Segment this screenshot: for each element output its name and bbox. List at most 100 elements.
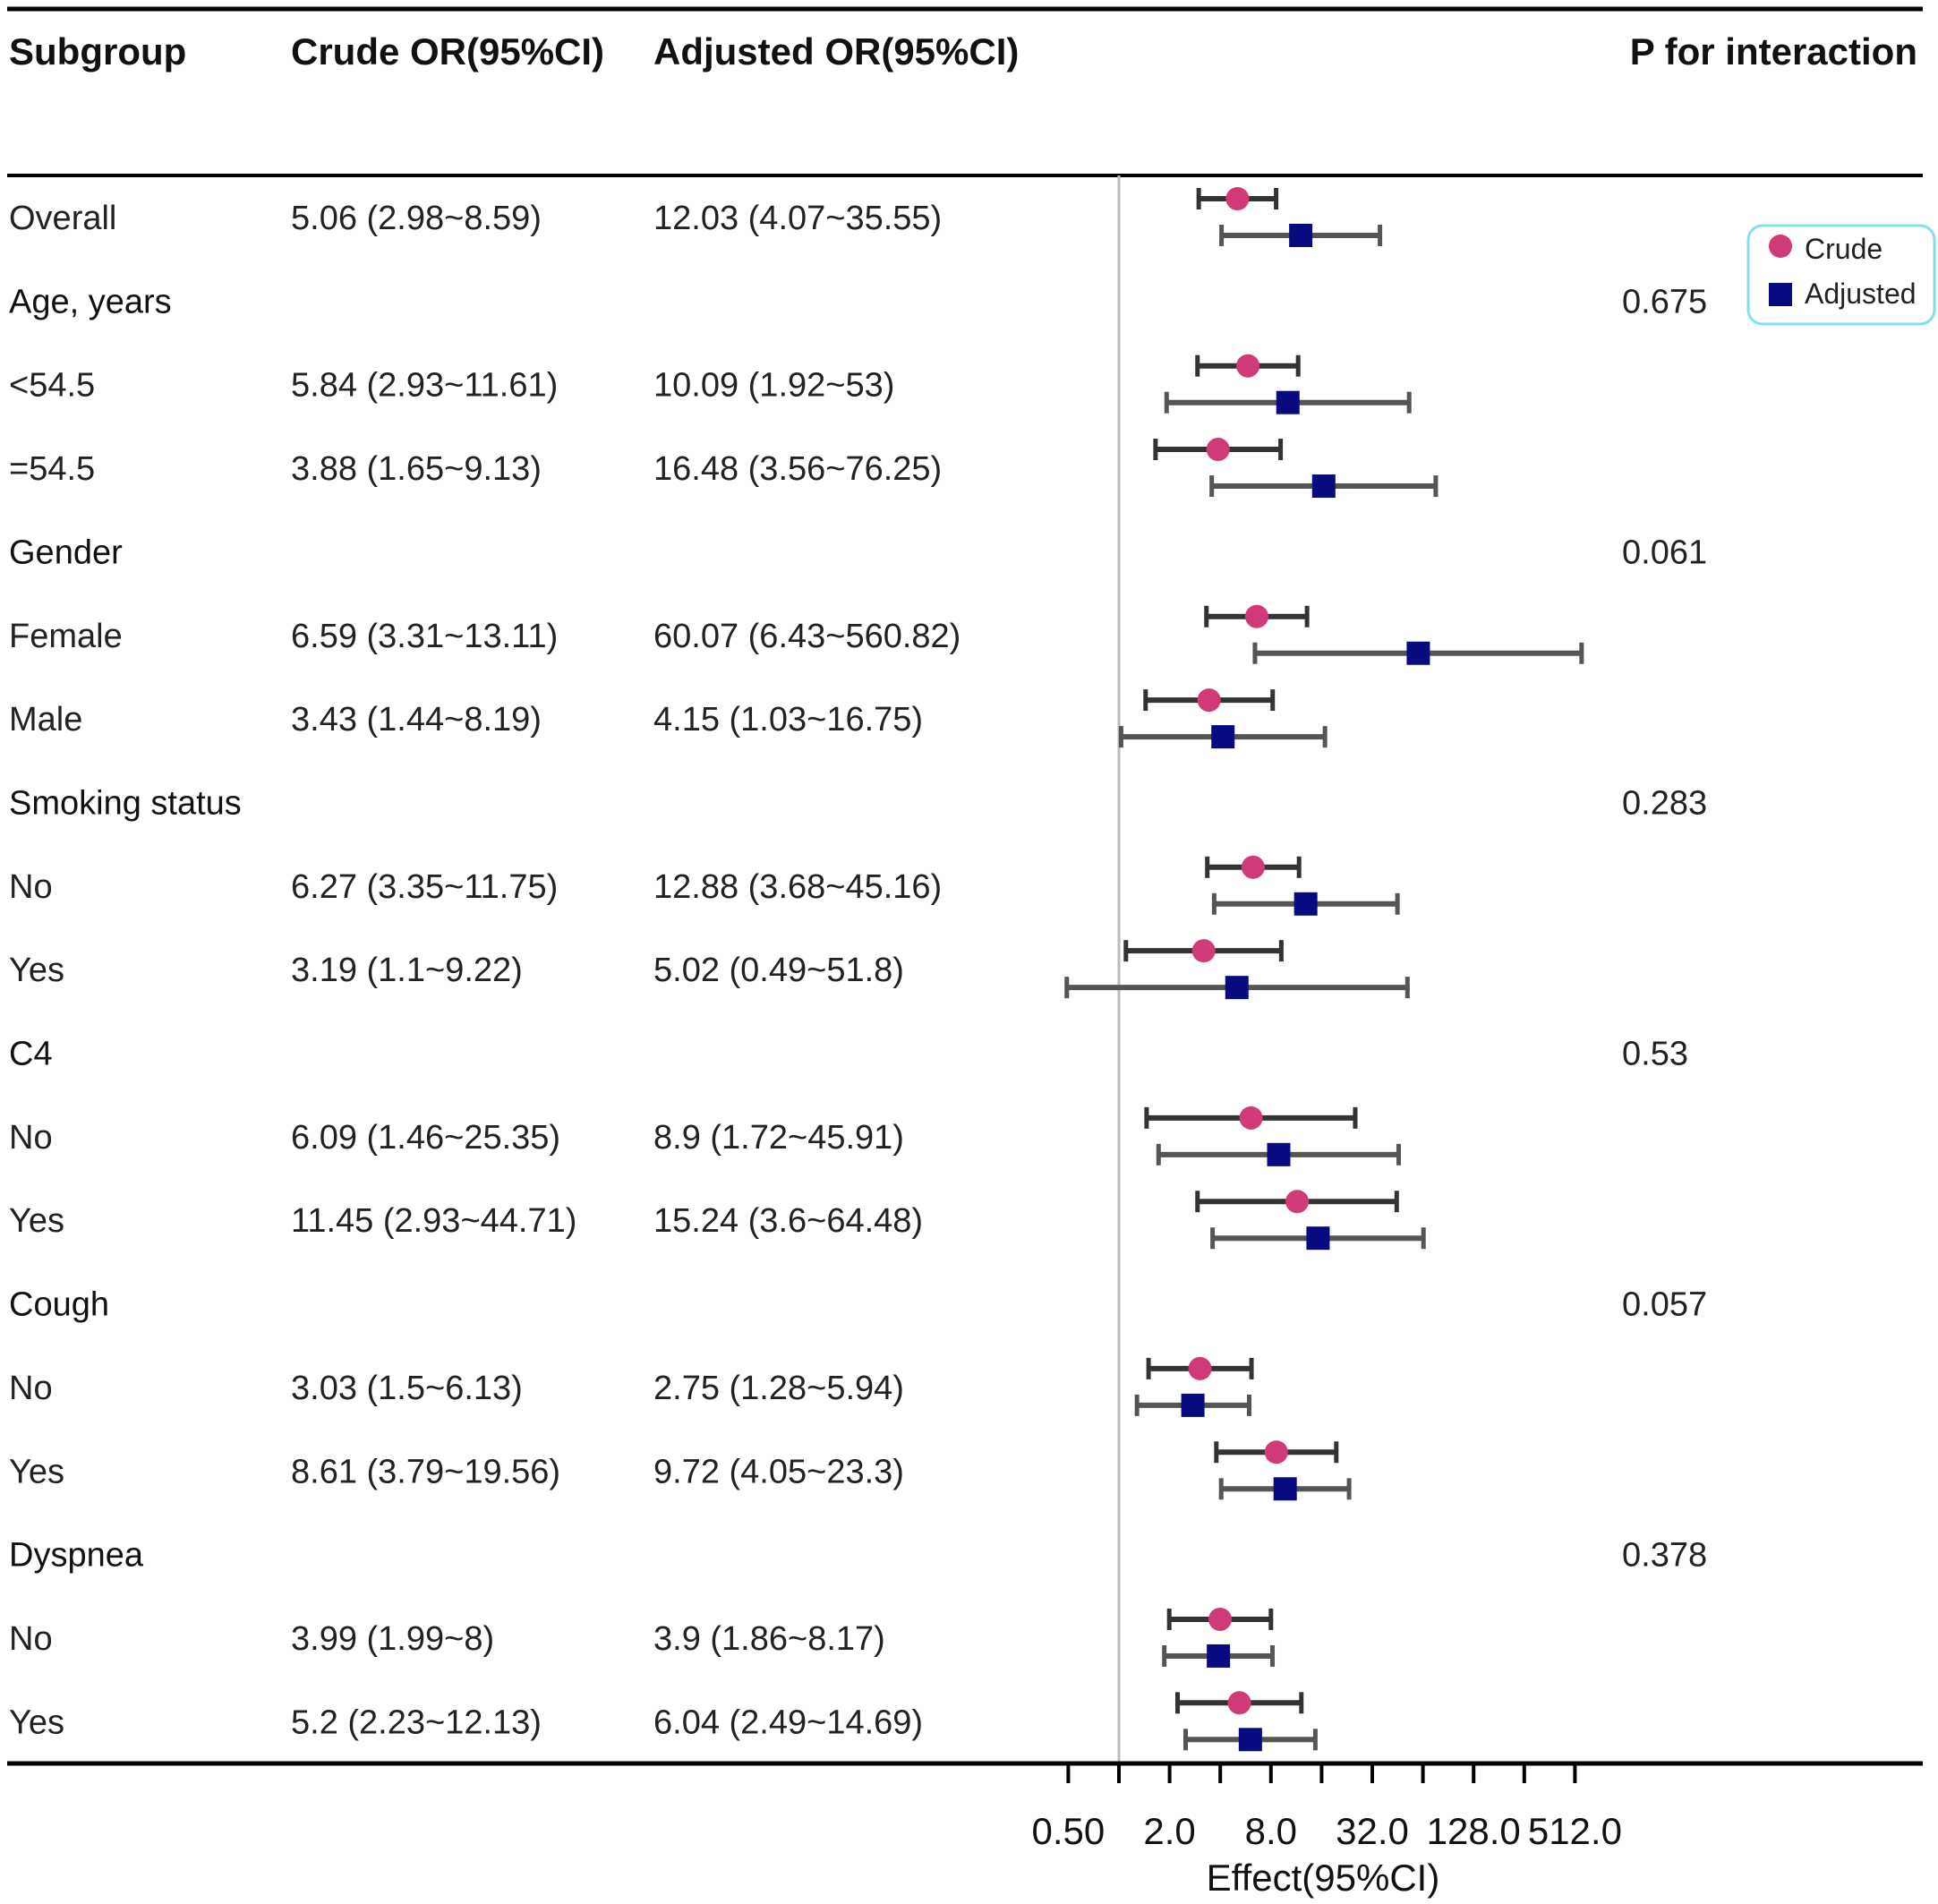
row-crude-or: 6.27 (3.35~11.75): [291, 868, 558, 906]
adjusted-ci-6: [1118, 725, 1328, 749]
x-tick-label: 0.50: [1032, 1810, 1106, 1852]
crude-point: [1239, 1106, 1263, 1130]
crude-ci-0: [1196, 187, 1279, 210]
row-label: Yes: [9, 952, 64, 989]
row-label: C4: [9, 1036, 53, 1073]
row-adjusted-or: 9.72 (4.05~23.3): [653, 1453, 904, 1490]
table-row: Male 3.43 (1.44~8.19) 4.15 (1.03~16.75): [9, 701, 923, 739]
crude-ci-14: [1146, 1356, 1254, 1380]
crude-point: [1227, 1691, 1251, 1715]
row-adjusted-or: 8.9 (1.72~45.91): [653, 1119, 904, 1157]
adjusted-point: [1293, 892, 1318, 916]
legend-adjusted-label: Adjusted: [1805, 277, 1917, 310]
table-rows: Overall 5.06 (2.98~8.59) 12.03 (4.07~35.55…: [9, 200, 1707, 1741]
table-row: Age, years 0.675: [9, 283, 1707, 320]
table-row: Gender 0.061: [9, 534, 1707, 571]
header-subgroup: Subgroup: [9, 30, 186, 73]
row-label: Yes: [9, 1202, 64, 1240]
legend-crude-marker: [1769, 235, 1792, 258]
table-row: No 3.99 (1.99~8) 3.9 (1.86~8.17): [9, 1620, 885, 1658]
table-row: Female 6.59 (3.31~13.11) 60.07 (6.43~560.8…: [9, 618, 960, 655]
adjusted-ci-9: [1064, 976, 1410, 1000]
row-crude-or: 3.03 (1.5~6.13): [291, 1370, 523, 1407]
row-label: No: [9, 1620, 53, 1658]
adjusted-point: [1311, 474, 1336, 499]
table-row: Overall 5.06 (2.98~8.59) 12.03 (4.07~35.55…: [9, 200, 942, 237]
row-label: No: [9, 868, 53, 906]
x-tick-label: 32.0: [1336, 1810, 1409, 1852]
x-tick-label: 512.0: [1528, 1810, 1622, 1852]
row-p-interaction: 0.061: [1622, 534, 1707, 571]
adjusted-ci-0: [1219, 224, 1383, 247]
crude-point: [1236, 354, 1260, 378]
table-row: <54.5 5.84 (2.93~11.61) 10.09 (1.92~53): [9, 367, 894, 405]
x-tick-label: 8.0: [1245, 1810, 1297, 1852]
adjusted-point: [1306, 1226, 1330, 1251]
adjusted-ci-17: [1162, 1644, 1276, 1668]
crude-point: [1244, 604, 1268, 628]
plot-marks: [1064, 187, 1584, 1752]
row-crude-or: 3.19 (1.1~9.22): [291, 952, 523, 989]
row-crude-or: 6.09 (1.46~25.35): [291, 1119, 560, 1157]
adjusted-ci-18: [1182, 1728, 1318, 1752]
table-row: C4 0.53: [9, 1036, 1688, 1073]
crude-point: [1197, 688, 1221, 713]
adjusted-ci-14: [1134, 1393, 1251, 1417]
adjusted-point: [1181, 1393, 1205, 1417]
row-adjusted-or: 15.24 (3.6~64.48): [653, 1202, 923, 1240]
table-row: Yes 8.61 (3.79~19.56) 9.72 (4.05~23.3): [9, 1453, 904, 1490]
crude-point: [1208, 1607, 1232, 1631]
header-crude: Crude OR(95%CI): [291, 30, 604, 73]
x-axis: 0.50 2.0 8.0 32.0 128.0 512.0: [1032, 1763, 1622, 1852]
row-adjusted-or: 60.07 (6.43~560.82): [653, 618, 960, 655]
crude-ci-2: [1195, 354, 1301, 378]
row-adjusted-or: 10.09 (1.92~53): [653, 367, 894, 405]
crude-point: [1191, 939, 1216, 963]
row-label: Male: [9, 701, 82, 739]
adjusted-point: [1207, 1644, 1231, 1668]
adjusted-ci-2: [1164, 390, 1412, 414]
legend-adjusted-marker: [1769, 283, 1792, 306]
legend: Crude Adjusted: [1746, 224, 1936, 326]
row-adjusted-or: 6.04 (2.49~14.69): [653, 1703, 923, 1741]
adjusted-ci-12: [1210, 1226, 1426, 1251]
row-label: Smoking status: [9, 784, 242, 822]
table-row: Yes 11.45 (2.93~44.71) 15.24 (3.6~64.48): [9, 1202, 923, 1240]
adjusted-point: [1289, 224, 1313, 247]
table-row: Yes 5.2 (2.23~12.13) 6.04 (2.49~14.69): [9, 1703, 923, 1741]
row-crude-or: 3.43 (1.44~8.19): [291, 701, 542, 739]
row-adjusted-or: 5.02 (0.49~51.8): [653, 952, 904, 989]
adjusted-point: [1406, 641, 1430, 665]
adjusted-ci-15: [1218, 1477, 1352, 1501]
row-adjusted-or: 2.75 (1.28~5.94): [653, 1370, 904, 1407]
adjusted-point: [1273, 1477, 1297, 1501]
row-crude-or: 5.84 (2.93~11.61): [291, 367, 558, 405]
row-crude-or: 11.45 (2.93~44.71): [291, 1202, 576, 1240]
row-p-interaction: 0.53: [1622, 1036, 1688, 1073]
table-row: No 3.03 (1.5~6.13) 2.75 (1.28~5.94): [9, 1370, 904, 1407]
row-adjusted-or: 12.03 (4.07~35.55): [653, 200, 942, 237]
row-crude-or: 8.61 (3.79~19.56): [291, 1453, 560, 1490]
adjusted-ci-3: [1209, 474, 1439, 499]
row-p-interaction: 0.057: [1622, 1286, 1707, 1324]
adjusted-point: [1211, 725, 1235, 749]
crude-point: [1241, 855, 1265, 879]
crude-ci-6: [1143, 688, 1276, 713]
adjusted-ci-11: [1156, 1142, 1401, 1166]
header-adjusted: Adjusted OR(95%CI): [653, 30, 1019, 73]
row-label: Overall: [9, 200, 116, 237]
table-row: Yes 3.19 (1.1~9.22) 5.02 (0.49~51.8): [9, 952, 904, 989]
row-label: <54.5: [9, 367, 95, 405]
crude-point: [1264, 1440, 1288, 1464]
row-label: Yes: [9, 1453, 64, 1490]
adjusted-point: [1267, 1142, 1291, 1166]
row-label: Female: [9, 618, 123, 655]
crude-ci-18: [1174, 1691, 1304, 1715]
crude-ci-12: [1195, 1190, 1399, 1214]
crude-ci-17: [1166, 1607, 1274, 1631]
row-label: Age, years: [9, 283, 172, 320]
crude-ci-9: [1123, 939, 1284, 963]
adjusted-point: [1276, 390, 1300, 414]
crude-point: [1225, 187, 1250, 210]
